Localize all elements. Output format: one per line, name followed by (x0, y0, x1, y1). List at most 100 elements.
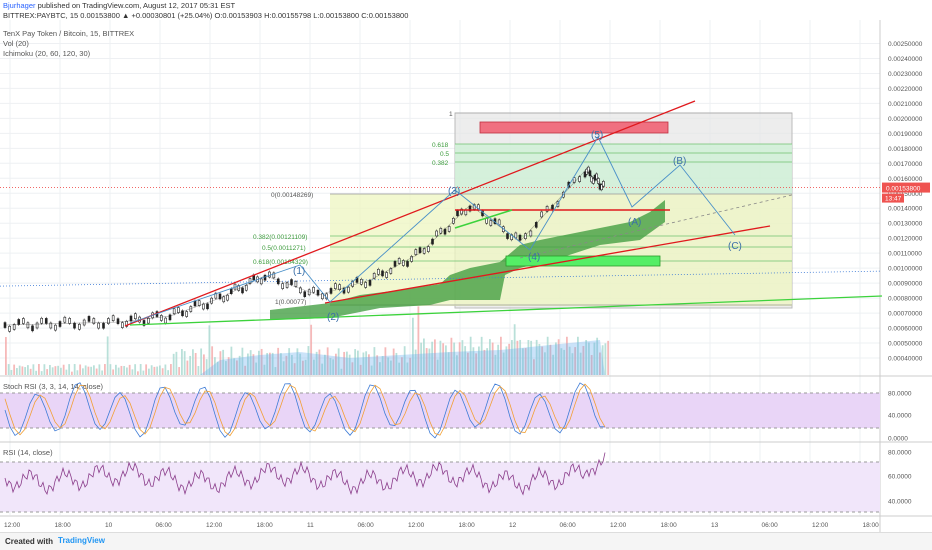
tradingview-logo[interactable]: TradingView (58, 536, 105, 545)
candle-body (268, 271, 271, 278)
price-tick: 0.00090000 (888, 281, 923, 288)
author-link[interactable]: Bjurhager (3, 1, 36, 10)
volume-bar (159, 365, 161, 375)
time-tick: 06:00 (560, 522, 577, 529)
candle-body (368, 280, 372, 286)
volume-bar (120, 365, 123, 375)
candle-body (164, 317, 167, 324)
ohlc-line: BITTREX:PAYBTC, 15 0.00153800 ▲ +0.00030… (3, 11, 409, 20)
volume-bar (560, 348, 563, 375)
volume-bar (244, 365, 247, 375)
volume-bar (428, 348, 431, 375)
wave-label-2: (3) (448, 186, 460, 197)
volume-bar (258, 350, 260, 375)
volume-bar (142, 370, 145, 375)
price-tick: 0.00060000 (888, 326, 923, 333)
candle-body (244, 284, 248, 291)
volume-bar (98, 364, 101, 375)
time-tick: 18:00 (459, 522, 476, 529)
wave-label-5: (A) (628, 217, 641, 228)
candle-body (49, 322, 53, 329)
candle-body (377, 268, 380, 275)
candle-body (406, 261, 409, 267)
volume-bar (211, 346, 214, 375)
countdown-value: 13:47 (885, 196, 902, 203)
volume-bar (588, 342, 590, 375)
volume-bar (390, 360, 392, 375)
volume-bar (354, 349, 357, 375)
volume-bar (439, 340, 442, 375)
volume-bar (450, 337, 453, 375)
volume-bar (486, 348, 489, 375)
candle-body (329, 288, 333, 294)
candle-body (8, 326, 11, 332)
volume-bar (362, 352, 365, 375)
price-tick: 0.00230000 (888, 71, 923, 78)
volume-bar (513, 324, 516, 375)
last-price-tag (882, 182, 930, 193)
volume-bar (549, 344, 552, 375)
candle-body (347, 286, 350, 293)
volume-bar (607, 340, 610, 375)
volume-bar (494, 354, 497, 375)
time-tick: 10 (105, 522, 113, 529)
volume-bar (502, 352, 505, 375)
time-tick: 12:00 (206, 522, 223, 529)
volume-bar (49, 364, 51, 375)
fib-label: 0.382(0.00121109) (253, 234, 307, 241)
price-chart[interactable]: 0.00250000 0.00240000 0.00230000 0.00220000… (0, 0, 932, 533)
candle-body (206, 303, 209, 310)
price-tick: 0.00110000 (888, 251, 922, 258)
price-tick: 0.00170000 (888, 161, 923, 168)
volume-bar (189, 355, 192, 375)
volume-bar (227, 357, 230, 375)
volume-bar (340, 368, 343, 375)
volume-bar (230, 346, 233, 375)
candle-body (439, 227, 443, 234)
candle-body (360, 278, 363, 285)
candle-body (193, 300, 197, 307)
volume-bar (277, 347, 280, 375)
time-tick: 11 (307, 522, 314, 529)
volume-bar (170, 364, 172, 375)
volume-bar (164, 364, 167, 375)
volume-bar (414, 349, 417, 375)
volume-bar (395, 352, 398, 375)
wave-label-3: (4) (528, 252, 540, 263)
volume-bar (423, 338, 425, 375)
volume-bar (442, 343, 445, 375)
volume-bar (247, 353, 249, 375)
candle-body (410, 256, 413, 262)
trendline-green-short (454, 209, 513, 229)
volume-bar (472, 347, 475, 375)
wave-label-1: (2) (327, 312, 339, 323)
volume-bar (271, 352, 274, 375)
rsi-line (4, 452, 606, 496)
volume-bar (376, 355, 379, 375)
volume-bar (112, 369, 115, 375)
volume-bar (582, 346, 585, 375)
volume-bar (222, 349, 225, 375)
candle-body (518, 234, 522, 241)
candle-body (578, 176, 581, 182)
volume-bar (76, 370, 79, 375)
volume-bar (469, 336, 472, 375)
candle-body (58, 321, 62, 327)
candle-body (290, 279, 293, 285)
time-tick: 18:00 (863, 522, 880, 529)
volume-bar (500, 336, 502, 375)
price-tick: 0.00240000 (888, 56, 923, 63)
volume-bar (38, 364, 40, 375)
volume-bar (585, 340, 588, 375)
volume-bar (216, 361, 219, 375)
wave-label-6: (B) (673, 156, 686, 167)
wave-label-7: (C) (728, 241, 742, 252)
price-tick: 0.00100000 (888, 266, 923, 273)
price-tick: 0.00130000 (888, 221, 923, 228)
volume-bar (456, 355, 458, 375)
candle-body (294, 281, 298, 287)
volume-bar (346, 351, 348, 375)
volume-bar (557, 339, 560, 375)
volume-bar (282, 361, 285, 375)
fib-label: 0.618 (432, 142, 449, 149)
